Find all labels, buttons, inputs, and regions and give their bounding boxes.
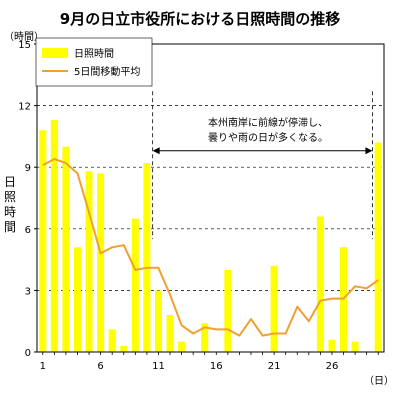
x-tick-label: 16: [210, 361, 223, 372]
annotation-text: 本州南岸に前線が停滞し、: [208, 116, 328, 129]
bar: [39, 130, 47, 352]
y-tick-label: 12: [18, 102, 31, 113]
x-tick-label: 1: [40, 361, 46, 372]
bar: [316, 216, 324, 352]
x-tick-label: 21: [268, 361, 281, 372]
legend-bar-label: 日照時間: [74, 48, 114, 60]
annotation-arrowhead-right: [365, 147, 373, 155]
annotation: 本州南岸に前線が停滞し、曇りや雨の日が多くなる。: [152, 91, 373, 240]
y-axis-label-char: 日: [4, 175, 16, 189]
bar-series: [39, 119, 382, 353]
bar: [340, 247, 348, 352]
bar: [131, 218, 139, 352]
legend-line-label: 5日間移動平均: [74, 65, 140, 78]
y-axis-label-char: 照: [4, 190, 16, 204]
y-unit-label: （時間）: [4, 31, 44, 43]
y-tick-labels: 0 3 6 9 12 15: [18, 40, 31, 359]
legend-box: [35, 37, 153, 87]
y-axis-label: 日照時間: [4, 175, 16, 234]
bar: [328, 339, 336, 352]
y-tick-label: 9: [25, 163, 31, 174]
bar: [108, 329, 116, 352]
y-tick-label: 6: [25, 225, 31, 236]
bar: [270, 265, 278, 352]
bar: [62, 146, 70, 352]
y-tick-label: 3: [25, 286, 31, 297]
bar: [201, 323, 209, 352]
y-axis-label-char: 時: [4, 205, 16, 219]
y-tick-label: 15: [18, 40, 31, 51]
bar: [73, 247, 81, 352]
chart-title: 9月の日立市役所における日照時間の推移: [60, 10, 340, 28]
moving-average-series: [42, 158, 379, 337]
legend-bar-swatch: [42, 48, 68, 58]
annotation-text: 曇りや雨の日が多くなる。: [208, 131, 328, 144]
plot-frame: [36, 43, 385, 353]
x-tick-labels: 1 6 11 16 21 26: [40, 361, 339, 372]
bar: [50, 119, 58, 353]
bar: [154, 290, 162, 352]
bar: [85, 171, 93, 352]
bar: [178, 341, 186, 352]
y-axis-label-char: 間: [4, 220, 16, 234]
bar: [374, 142, 382, 352]
y-tick-label: 0: [25, 348, 31, 359]
bar: [224, 269, 232, 352]
legend: 日照時間 5日間移動平均: [35, 37, 153, 87]
x-tick-label: 6: [97, 361, 103, 372]
x-tick-label: 26: [326, 361, 339, 372]
annotation-arrowhead-left: [152, 147, 160, 155]
bar: [143, 163, 151, 352]
moving-average-line: [42, 158, 379, 337]
bar: [351, 341, 359, 352]
x-unit-label: （日）: [364, 375, 394, 387]
bar: [166, 315, 174, 352]
x-tick-label: 11: [152, 361, 165, 372]
bar: [97, 173, 105, 352]
bar: [120, 345, 128, 352]
